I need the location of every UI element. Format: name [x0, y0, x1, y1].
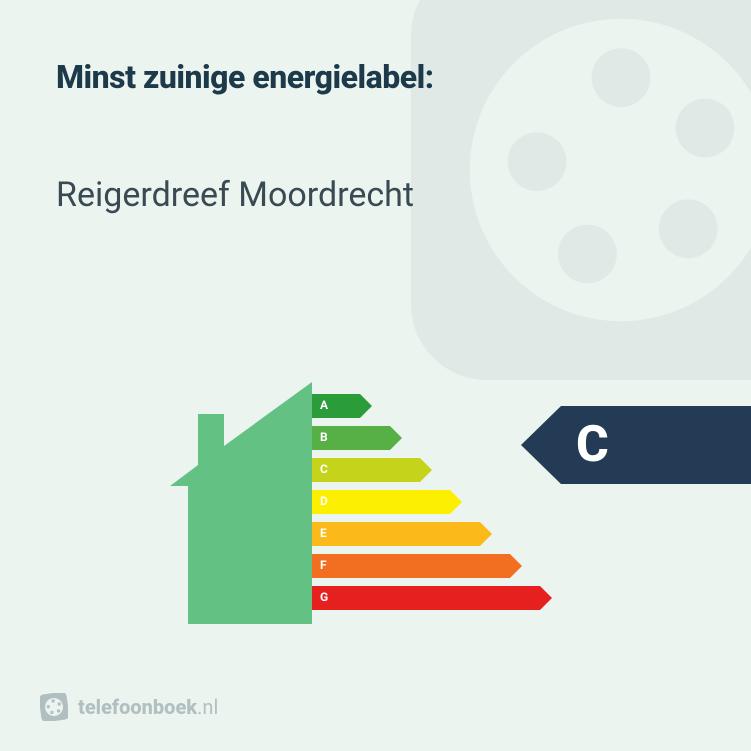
house-icon — [170, 380, 312, 628]
energy-label-card: Minst zuinige energielabel: Reigerdreef … — [0, 0, 751, 751]
energy-bar-f: F — [312, 554, 522, 580]
energy-bar-label: C — [320, 462, 328, 476]
watermark-icon — [411, 0, 751, 380]
energy-bar-label: D — [320, 494, 328, 508]
energy-bar-label: E — [320, 526, 327, 540]
energy-bar-label: F — [320, 558, 327, 572]
card-subtitle: Reigerdreef Moordrecht — [56, 175, 414, 215]
result-letter: C — [576, 416, 609, 474]
energy-bar-d: D — [312, 490, 462, 516]
energy-bar-g: G — [312, 586, 552, 612]
result-badge: C — [521, 406, 751, 488]
energy-bar-e: E — [312, 522, 492, 548]
energy-bar-label: B — [320, 430, 328, 444]
card-title: Minst zuinige energielabel: — [56, 58, 434, 96]
energy-bar-label: A — [320, 398, 328, 412]
footer-brand-text: telefoonboek.nl — [78, 695, 218, 719]
energy-bar-a: A — [312, 394, 372, 420]
footer-brand: telefoonboek.nl — [40, 693, 218, 721]
footer-brand-icon — [40, 693, 68, 721]
energy-bar-label: G — [320, 590, 328, 604]
energy-bar-b: B — [312, 426, 402, 452]
energy-bar-c: C — [312, 458, 432, 484]
